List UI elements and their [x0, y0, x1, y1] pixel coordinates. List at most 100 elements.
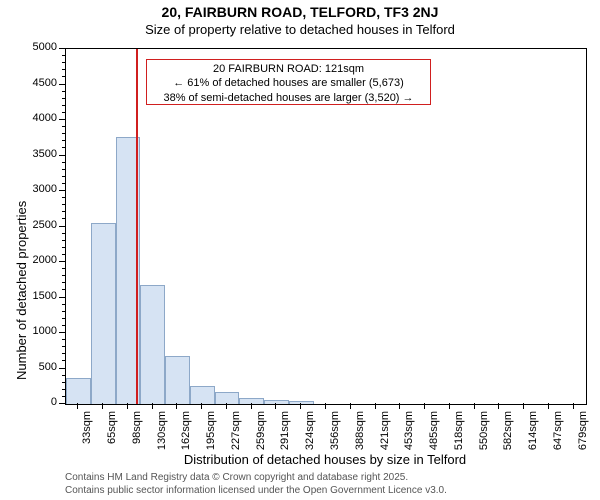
xtick-label: 485sqm: [428, 411, 440, 461]
histogram-bar: [239, 398, 264, 404]
ytick-minor: [62, 275, 65, 276]
ytick-minor: [62, 126, 65, 127]
xtick-label: 421sqm: [379, 411, 391, 461]
ytick: [59, 332, 65, 333]
xtick-label: 162sqm: [180, 411, 192, 461]
ytick-label: 5000: [23, 41, 57, 53]
ytick-minor: [62, 396, 65, 397]
ytick-label: 4000: [23, 112, 57, 124]
ytick: [59, 403, 65, 404]
ytick-minor: [62, 382, 65, 383]
ytick-minor: [62, 339, 65, 340]
xtick: [152, 403, 153, 409]
property-marker-line: [136, 49, 138, 404]
plot-area: 20 FAIRBURN ROAD: 121sqm← 61% of detache…: [65, 48, 587, 405]
xtick: [424, 403, 425, 409]
xtick: [573, 403, 574, 409]
ytick-minor: [62, 289, 65, 290]
xtick: [226, 403, 227, 409]
xtick: [77, 403, 78, 409]
xtick: [399, 403, 400, 409]
histogram-bar: [165, 356, 190, 404]
xtick-label: 130sqm: [156, 411, 168, 461]
ytick-minor: [62, 353, 65, 354]
xtick: [127, 403, 128, 409]
ytick-minor: [62, 325, 65, 326]
ytick-minor: [62, 98, 65, 99]
histogram-bar: [190, 386, 215, 404]
ytick-minor: [62, 218, 65, 219]
xtick: [300, 403, 301, 409]
xtick: [350, 403, 351, 409]
ytick-minor: [62, 311, 65, 312]
histogram-bar: [215, 392, 240, 404]
xtick: [275, 403, 276, 409]
annotation-line: 20 FAIRBURN ROAD: 121sqm: [151, 62, 426, 76]
annotation-line: 38% of semi-detached houses are larger (…: [151, 91, 426, 105]
xtick-label: 356sqm: [329, 411, 341, 461]
ytick-minor: [62, 282, 65, 283]
ytick-minor: [62, 176, 65, 177]
chart-title-line2: Size of property relative to detached ho…: [0, 22, 600, 37]
ytick-minor: [62, 183, 65, 184]
ytick-minor: [62, 112, 65, 113]
ytick-minor: [62, 254, 65, 255]
ytick: [59, 48, 65, 49]
xtick: [523, 403, 524, 409]
ytick-minor: [62, 197, 65, 198]
xtick: [102, 403, 103, 409]
ytick-label: 2500: [23, 219, 57, 231]
xtick-label: 679sqm: [577, 411, 589, 461]
xtick-label: 324sqm: [304, 411, 316, 461]
ytick-label: 4500: [23, 77, 57, 89]
ytick: [59, 297, 65, 298]
ytick-minor: [62, 62, 65, 63]
ytick-label: 1000: [23, 325, 57, 337]
ytick-minor: [62, 69, 65, 70]
ytick: [59, 226, 65, 227]
ytick: [59, 190, 65, 191]
ytick-minor: [62, 169, 65, 170]
ytick-minor: [62, 268, 65, 269]
histogram-bar: [91, 223, 116, 404]
histogram-bar: [264, 400, 289, 404]
ytick: [59, 368, 65, 369]
ytick-minor: [62, 147, 65, 148]
xtick-label: 518sqm: [453, 411, 465, 461]
ytick-label: 500: [23, 361, 57, 373]
xtick-label: 388sqm: [354, 411, 366, 461]
xtick: [548, 403, 549, 409]
xtick: [251, 403, 252, 409]
xtick: [498, 403, 499, 409]
ytick-minor: [62, 360, 65, 361]
ytick-minor: [62, 76, 65, 77]
xtick: [201, 403, 202, 409]
ytick-minor: [62, 55, 65, 56]
xtick-label: 195sqm: [205, 411, 217, 461]
ytick-minor: [62, 240, 65, 241]
xtick-label: 647sqm: [552, 411, 564, 461]
ytick-label: 1500: [23, 290, 57, 302]
ytick-minor: [62, 133, 65, 134]
ytick-minor: [62, 304, 65, 305]
histogram-bar: [66, 378, 91, 404]
annotation-box: 20 FAIRBURN ROAD: 121sqm← 61% of detache…: [146, 59, 431, 105]
ytick-label: 3500: [23, 148, 57, 160]
ytick-minor: [62, 247, 65, 248]
ytick-minor: [62, 140, 65, 141]
ytick-label: 3000: [23, 183, 57, 195]
xtick-label: 614sqm: [527, 411, 539, 461]
xtick-label: 550sqm: [478, 411, 490, 461]
ytick-minor: [62, 211, 65, 212]
xtick-label: 259sqm: [255, 411, 267, 461]
annotation-line: ← 61% of detached houses are smaller (5,…: [151, 76, 426, 90]
ytick-label: 0: [23, 396, 57, 408]
histogram-bar: [140, 285, 165, 404]
ytick-minor: [62, 318, 65, 319]
ytick: [59, 261, 65, 262]
ytick-minor: [62, 91, 65, 92]
xtick-label: 33sqm: [81, 411, 93, 461]
footer-line2: Contains public sector information licen…: [65, 485, 447, 496]
xtick: [449, 403, 450, 409]
xtick: [176, 403, 177, 409]
